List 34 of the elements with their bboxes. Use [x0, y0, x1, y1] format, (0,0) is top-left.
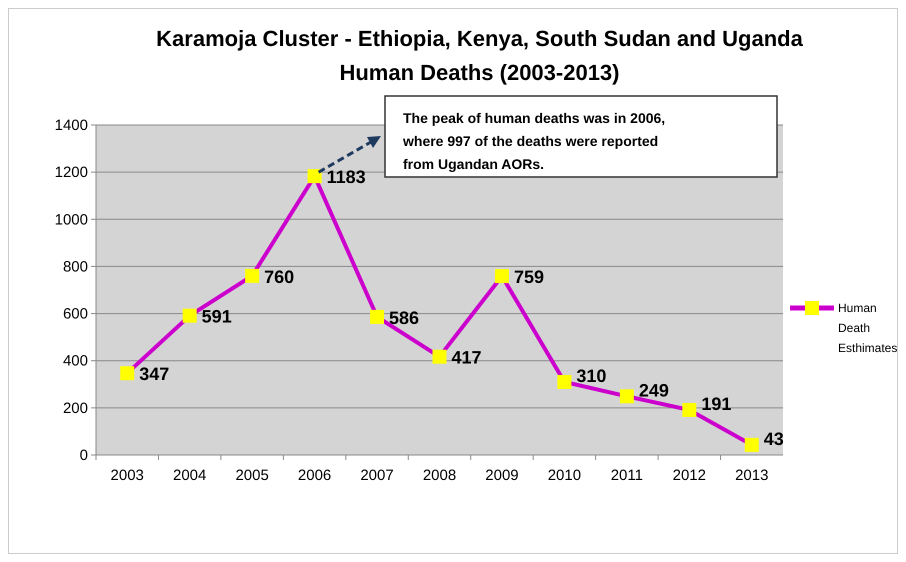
legend-label: Human Death Esthimates — [838, 301, 898, 355]
y-tick-label: 200 — [62, 400, 88, 417]
y-tick-label: 600 — [62, 306, 88, 323]
x-tick-label: 2009 — [485, 467, 519, 484]
data-label: 586 — [389, 308, 420, 328]
y-tick-label: 400 — [62, 352, 88, 370]
data-label: 310 — [576, 366, 606, 386]
y-tick-label: 0 — [80, 447, 88, 464]
x-tick-label: 2005 — [235, 467, 269, 484]
data-label: 760 — [264, 266, 294, 287]
data-label: 249 — [638, 380, 669, 400]
x-tick-label: 2013 — [735, 467, 768, 484]
data-label: 347 — [139, 364, 170, 384]
x-tick-label: 2008 — [422, 467, 456, 484]
y-tick-label: 1200 — [54, 164, 88, 182]
y-tick-label: 1400 — [54, 117, 88, 134]
data-label: 1183 — [326, 167, 366, 188]
data-label: 43 — [764, 428, 784, 449]
x-tick-label: 2003 — [110, 467, 144, 484]
data-label: 759 — [514, 267, 544, 288]
chart-title: Karamoja Cluster - Ethiopia, Kenya, South Sudan and Uganda — [156, 26, 804, 51]
chart-subtitle: Human Deaths (2003-2013) — [339, 60, 620, 85]
x-tick-label: 2012 — [672, 467, 706, 484]
data-label: 417 — [452, 348, 482, 368]
x-tick-label: 2010 — [548, 467, 582, 484]
y-tick-label: 1000 — [54, 211, 88, 228]
x-tick-label: 2011 — [610, 467, 643, 484]
annotation: The peak of human deaths was in 2006, where 997 of the deaths were reported from Ugandan AORs. — [402, 110, 666, 172]
data-label: 591 — [202, 306, 232, 327]
x-tick-label: 2007 — [360, 467, 394, 484]
x-tick-label: 2006 — [298, 467, 332, 484]
x-tick-label: 2004 — [172, 467, 206, 484]
y-tick-label: 800 — [62, 258, 88, 276]
data-label: 191 — [701, 394, 732, 414]
